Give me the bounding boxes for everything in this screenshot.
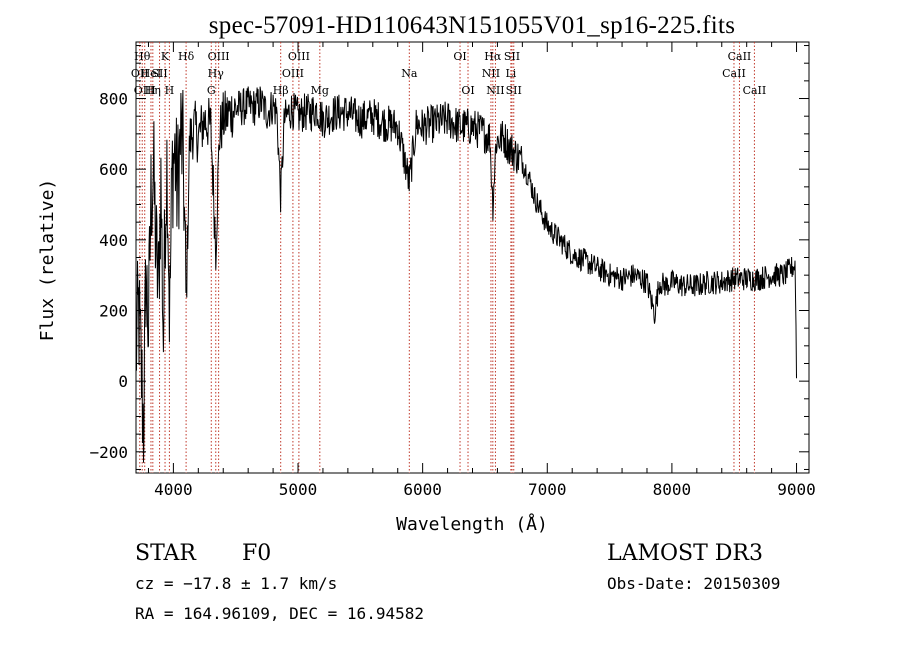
- x-axis-label: Wavelength (Å): [396, 513, 548, 535]
- emission-line-label: SII: [504, 50, 520, 63]
- y-tick-label: 200: [99, 301, 128, 320]
- emission-line-label: HeI: [141, 67, 161, 80]
- observation-date: Obs-Date: 20150309: [607, 574, 780, 593]
- redshift-cz: cz = −17.8 ± 1.7 km/s: [135, 574, 337, 593]
- y-tick-label: 600: [99, 160, 128, 179]
- emission-line-label: CaII: [722, 67, 746, 80]
- emission-line-label: NII: [486, 84, 504, 97]
- emission-line-label: Hβ: [273, 84, 289, 97]
- emission-line-label: H: [165, 84, 175, 97]
- x-tick-label: 5000: [279, 480, 318, 499]
- emission-line-label: Hα: [484, 50, 502, 63]
- x-tick-label: 8000: [653, 480, 692, 499]
- emission-line-label: CaII: [743, 84, 767, 97]
- emission-line-label: OIII: [134, 84, 156, 97]
- y-tick-label: 0: [118, 372, 128, 391]
- chart-title: spec-57091-HD110643N151055V01_sp16-225.f…: [209, 12, 736, 39]
- emission-line-label: Hγ: [208, 67, 225, 80]
- emission-line-label: Hθ: [134, 50, 151, 63]
- y-tick-label: 800: [99, 90, 128, 109]
- emission-line-label: SII: [506, 84, 522, 97]
- emission-line-label: Hδ: [178, 50, 195, 63]
- object-subclass: F0: [242, 541, 271, 566]
- object-class: STAR: [135, 541, 197, 566]
- emission-line-label: OII: [131, 67, 149, 80]
- y-tick-label: 400: [99, 231, 128, 250]
- survey-label: LAMOST DR3: [607, 541, 763, 566]
- x-tick-label: 4000: [154, 480, 193, 499]
- emission-line-label: OIII: [288, 50, 310, 63]
- x-tick-label: 6000: [403, 480, 442, 499]
- x-axis-ticks: 4000 5000 6000 7000 8000 9000: [147, 42, 816, 499]
- emission-line-label: Li: [505, 67, 516, 80]
- emission-line-label: OI: [461, 84, 474, 97]
- plot-frame: [135, 41, 810, 474]
- emission-line-label: SII: [151, 67, 167, 80]
- plot-area: OII Hθ OIII HeI Hη SII K H Hδ G Hγ OIII Hβ OIII OIII Mg…: [89, 41, 816, 499]
- emission-line-label: OI: [453, 50, 466, 63]
- emission-line-label: Na: [401, 67, 418, 80]
- emission-line-label: G: [207, 84, 216, 97]
- emission-line-label: CaII: [728, 50, 752, 63]
- emission-line-label: K: [161, 50, 170, 63]
- x-tick-label: 9000: [777, 480, 816, 499]
- y-tick-label: −200: [89, 443, 128, 462]
- emission-line-labels: OII Hθ OIII HeI Hη SII K H Hδ G Hγ OIII Hβ OIII OIII Mg…: [131, 50, 766, 97]
- y-axis-ticks: −200 0 200 400 600 800: [89, 45, 809, 470]
- coordinates: RA = 164.96109, DEC = 16.94582: [135, 604, 424, 623]
- spectrum-series-line: [135, 86, 797, 463]
- emission-line-label: NII: [482, 67, 500, 80]
- y-axis-label: Flux (relative): [37, 179, 58, 342]
- emission-line-label: OIII: [208, 50, 230, 63]
- emission-line-label: OIII: [282, 67, 304, 80]
- x-tick-label: 7000: [528, 480, 567, 499]
- emission-line-label: Mg: [311, 84, 329, 97]
- emission-line-label: Hη: [145, 84, 161, 97]
